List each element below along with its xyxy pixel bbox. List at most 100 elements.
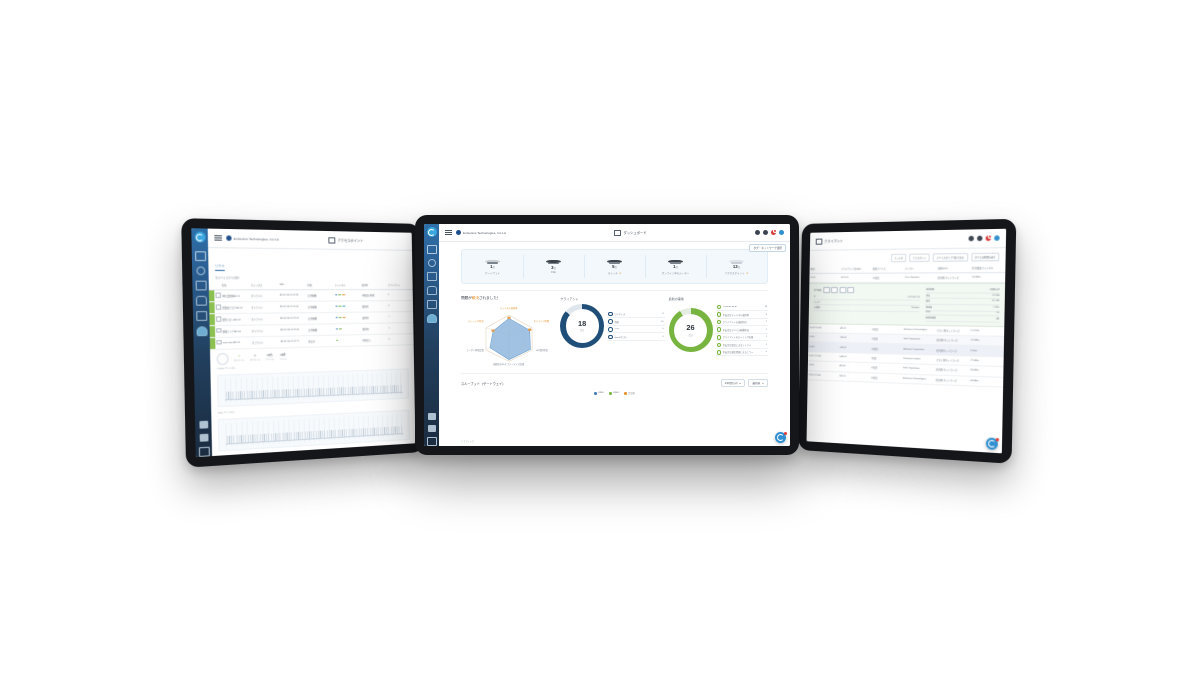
chart-legend-item[interactable]: 合計値 bbox=[624, 391, 635, 395]
col-mac[interactable]: MAC bbox=[278, 281, 307, 290]
col-client[interactable]: クライアント名/MAC bbox=[840, 265, 872, 274]
legend-item[interactable]: Powered by AI 18 bbox=[715, 304, 768, 311]
period-filter[interactable]: すべての期間を表示 bbox=[970, 252, 1000, 262]
tab-list[interactable]: リスト bbox=[214, 263, 225, 271]
org-selector[interactable]: EnGenius Technologies, Inc LA bbox=[456, 230, 506, 235]
col-time[interactable]: 時刻 bbox=[809, 265, 841, 274]
topbar-actions[interactable] bbox=[968, 233, 1000, 242]
sidebar-item-help[interactable] bbox=[426, 437, 437, 446]
legend-item[interactable]: 不安定な認証によるリトライ 1 bbox=[715, 342, 768, 349]
security-icon[interactable] bbox=[195, 311, 207, 321]
range-select[interactable]: 24時間以内 bbox=[720, 379, 746, 388]
table-row[interactable]: 営業部フロアAP-02 オンライン 88:DC:96:11:22:44 正常稼働 低利用… bbox=[209, 300, 414, 314]
col-state[interactable]: 状態 bbox=[306, 281, 334, 290]
cloud-icon[interactable] bbox=[195, 295, 207, 306]
legend-item[interactable]: クライアントのローミング失敗 1 bbox=[715, 334, 768, 342]
bell-icon[interactable] bbox=[771, 228, 778, 235]
table-row[interactable]: 受付ロビーAP-03 オンライン 88:DC:96:11:22:55 正常稼働 高利用 7 bbox=[209, 311, 414, 326]
table-row[interactable]: 倉庫エリアAP-04 オンライン 88:DC:96:11:22:66 正常稼働 低利用 1 bbox=[209, 322, 414, 338]
history-button[interactable] bbox=[830, 287, 838, 294]
table-row[interactable]: 14:40 GW-01 13台目 Anthonix Corporation 社内用ネット… bbox=[808, 342, 1005, 357]
col-clients[interactable]: クライアント bbox=[386, 281, 413, 290]
legend-item[interactable]: クライアントの接続切れ 2 bbox=[715, 319, 768, 327]
legend-item[interactable]: VPN 0 bbox=[607, 326, 665, 334]
table-row[interactable]: user-test-EAP101-a オンライン 中程度の利用 3 bbox=[212, 443, 416, 457]
device-summary-cell[interactable]: 13台 アクセスポイント ⚠ bbox=[706, 250, 767, 283]
sidebar-item-security[interactable] bbox=[426, 300, 437, 309]
table-row[interactable]: 14:12 / 13:58 LAP-07 1台目 Pretorian Limited ゲ… bbox=[807, 351, 1004, 367]
table-row[interactable]: 13:25 / 13:04 SW-11 12台目 EnGenius Technolog… bbox=[807, 370, 1004, 388]
devices-icon[interactable] bbox=[195, 280, 207, 291]
dashboard-icon[interactable] bbox=[194, 251, 206, 262]
reports-icon[interactable] bbox=[198, 420, 208, 429]
device-summary-cell[interactable]: 1台 ゲートウェイ bbox=[462, 250, 523, 283]
col-status[interactable]: ステータス bbox=[249, 281, 279, 290]
legend-item[interactable]: 不安定なチャンネル使用率 3 bbox=[715, 312, 768, 319]
support-chat-icon[interactable] bbox=[775, 431, 787, 443]
sidebar-item-topology[interactable] bbox=[427, 259, 436, 267]
help-icon[interactable] bbox=[198, 446, 210, 458]
contrast-icon[interactable] bbox=[755, 230, 760, 235]
col-name[interactable]: 名前 bbox=[220, 281, 250, 290]
export-button[interactable]: エクスポート bbox=[909, 253, 931, 263]
stats-button[interactable] bbox=[839, 287, 846, 294]
tab-bar[interactable]: リスト bbox=[208, 248, 412, 273]
clients-icon[interactable] bbox=[195, 326, 208, 337]
contrast-icon[interactable] bbox=[968, 235, 974, 242]
table-row[interactable]: 14:55 SW-03 11台目 Intel Corporation 社内用 ネットワー… bbox=[808, 332, 1005, 347]
col-device[interactable]: 接続デバイス bbox=[871, 265, 905, 273]
device-summary-cell[interactable]: 5台 スイッチ ⚠ bbox=[584, 250, 645, 283]
filter-button[interactable]: フィルタ bbox=[890, 253, 907, 263]
legend-item[interactable]: ワイヤレス 8 bbox=[607, 311, 665, 319]
detail-button[interactable] bbox=[822, 287, 830, 294]
hamburger-icon[interactable] bbox=[214, 234, 222, 242]
col-channel[interactable]: チャンネル bbox=[333, 281, 361, 290]
sidebar-item-clients[interactable] bbox=[426, 314, 437, 323]
row-checkbox[interactable] bbox=[215, 316, 221, 322]
legend-item[interactable]: 不安定な通信環境によるエラー 0 bbox=[715, 349, 768, 357]
sidebar-item-devices[interactable] bbox=[426, 272, 437, 281]
table-row[interactable]: executive-AP-05 オフライン 88:DC:96:11:22:77 停止中… bbox=[209, 333, 414, 350]
table-row[interactable]: 本社会議室AP-01 オンライン 88:DC:96:11:22:33 正常稼働 中程度の… bbox=[208, 289, 413, 302]
support-chat-icon[interactable] bbox=[985, 437, 999, 450]
row-checkbox[interactable] bbox=[215, 304, 221, 310]
tag-network-select-button[interactable]: タグ・ネットワーク選択 bbox=[749, 244, 786, 252]
gear-icon[interactable] bbox=[763, 230, 768, 235]
legend-item[interactable]: Guest/ゲスト 0 bbox=[607, 334, 665, 341]
legend-item[interactable]: 有線 10 bbox=[607, 319, 665, 326]
sidebar-item-tools[interactable] bbox=[427, 425, 436, 432]
table-row[interactable]: 15:18 / 14:02 AP-02 12台目 EnGenius Technolog… bbox=[808, 323, 1005, 337]
right-toolbar[interactable]: フィルタ エクスポート デバイスタイプで絞り込み すべての期間を表示 bbox=[810, 248, 1006, 266]
col-vendor[interactable]: メーカー bbox=[903, 264, 938, 273]
hamburger-icon[interactable] bbox=[445, 229, 452, 236]
settings-button[interactable] bbox=[847, 287, 855, 294]
row-checkbox[interactable] bbox=[216, 328, 222, 334]
sidebar-item-reports[interactable] bbox=[427, 413, 436, 420]
sidebar[interactable] bbox=[424, 224, 439, 446]
chart-legend-item[interactable]: WAN1 bbox=[594, 391, 604, 395]
col-signal[interactable]: 信号強度/チャンネル bbox=[970, 264, 1006, 273]
table-row[interactable]: 13:50 AP-09 11台目 Intel Corporation 社内用 ネットワー… bbox=[807, 360, 1004, 377]
bell-icon[interactable] bbox=[985, 233, 993, 241]
device-summary-cell[interactable]: 3台 PoE bbox=[523, 250, 584, 283]
sidebar-item-dashboard[interactable] bbox=[426, 245, 437, 254]
gear-icon[interactable] bbox=[977, 235, 983, 242]
avatar[interactable] bbox=[779, 230, 784, 235]
topology-icon[interactable] bbox=[195, 266, 205, 276]
device-summary-cell[interactable]: 1台 オンライン中のルーター bbox=[645, 250, 706, 283]
col-ssid[interactable]: 接続SSID bbox=[936, 264, 971, 273]
col-usage[interactable]: 使用率 bbox=[360, 281, 388, 290]
legend-item[interactable]: 不安定なデバイス稼働状況 1 bbox=[715, 327, 768, 334]
chart-legend-item[interactable]: WAN2 bbox=[609, 391, 619, 395]
device-type-filter[interactable]: デバイスタイプで絞り込み bbox=[932, 253, 968, 262]
table-row[interactable]: 15:21 ECS-01 12台目 Cisco Systems 社内用 ネットワーク -5… bbox=[809, 272, 1006, 283]
org-selector[interactable]: EnGenius Technologies, Inc LA bbox=[226, 235, 279, 241]
topbar-actions[interactable] bbox=[755, 228, 784, 235]
row-checkbox[interactable] bbox=[216, 339, 222, 345]
sort-select[interactable]: 最新順 bbox=[748, 379, 768, 388]
tools-icon[interactable] bbox=[199, 433, 208, 442]
avatar[interactable] bbox=[994, 235, 1000, 241]
row-checkbox[interactable] bbox=[215, 292, 221, 298]
sidebar[interactable] bbox=[191, 228, 213, 458]
sidebar-item-network[interactable] bbox=[426, 286, 437, 295]
